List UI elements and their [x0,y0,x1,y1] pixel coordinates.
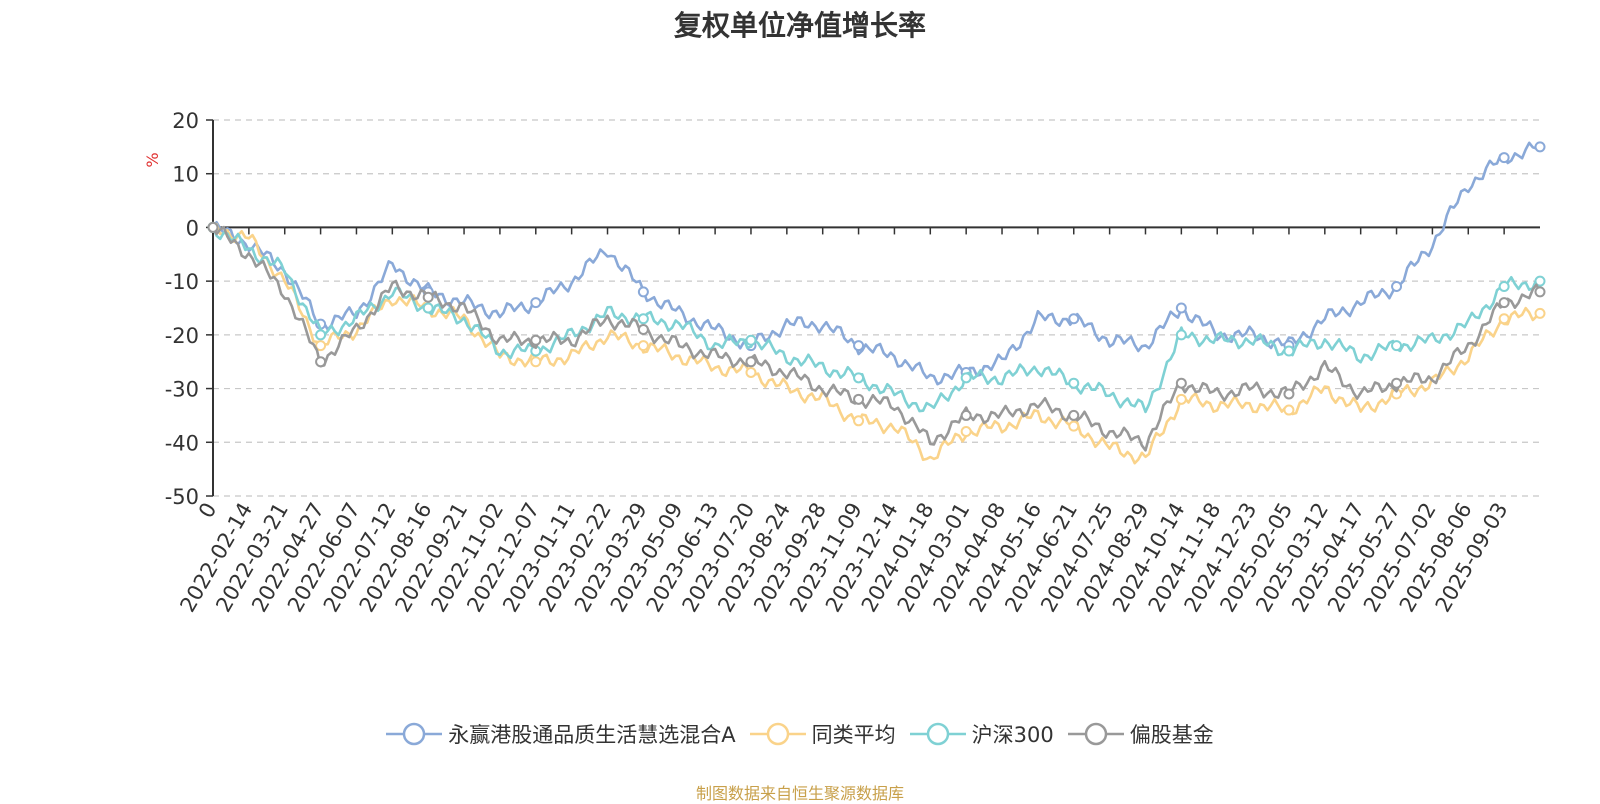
legend-line-circle-icon [1067,722,1124,746]
data-point [1175,329,1187,341]
axis-labels: 20100-10-20-30-40-50%02022-02-142022-03-… [143,109,1512,616]
data-point [1068,313,1080,325]
data-point [530,297,542,309]
y-tick-label: 10 [172,163,199,187]
data-point [1534,286,1546,298]
legend-label: 偏股基金 [1129,723,1214,747]
data-point [853,393,865,405]
data-point [853,415,865,427]
y-tick-label: -30 [165,378,199,402]
series-line [212,223,1541,465]
source-note: 制图数据来自恒生聚源数据库 [695,784,904,803]
data-point [1175,302,1187,314]
data-point [1068,409,1080,421]
data-point [1534,141,1546,153]
data-point [745,356,757,368]
legend: 永赢港股通品质生活慧选混合A 同类平均 沪深300 偏股基金 [0,719,1600,749]
data-point [1283,388,1295,400]
legend-line-circle-icon [909,722,966,746]
data-point [1498,313,1510,325]
y-tick-label: -10 [165,270,199,294]
data-point [1175,377,1187,389]
y-tick-label: 20 [172,109,199,133]
data-point [1391,377,1403,389]
data-point [637,286,649,298]
data-point [745,334,757,346]
y-tick-label: -20 [165,324,199,348]
series-lines [207,141,1546,465]
data-point [207,221,219,233]
data-point [745,366,757,378]
legend-label: 沪深300 [971,723,1054,747]
data-point [1498,152,1510,164]
legend-item[interactable]: 永赢港股通品质生活慧选混合A [386,719,736,749]
data-point [960,426,972,438]
data-point [1068,420,1080,432]
axes [206,119,1540,497]
y-tick-label: -40 [165,431,199,455]
data-point [853,340,865,352]
data-point [315,356,327,368]
series-line [211,225,1542,452]
data-point [1068,377,1080,389]
data-point [853,372,865,384]
data-point [960,372,972,384]
legend-item[interactable]: 同类平均 [749,719,896,749]
legend-label: 同类平均 [811,723,896,747]
data-point [1534,307,1546,319]
data-point [422,302,434,314]
y-tick-label: 0 [186,216,199,240]
legend-line-circle-icon [386,722,443,746]
data-point [637,323,649,335]
y-axis-label: % [143,152,162,167]
series-line [211,226,1541,414]
y-tick-label: -50 [165,485,199,509]
legend-item[interactable]: 偏股基金 [1067,719,1214,749]
data-point [1391,281,1403,293]
data-point [315,329,327,341]
data-point [1175,393,1187,405]
series-line [211,141,1541,386]
data-point [1534,275,1546,287]
legend-label: 永赢港股通品质生活慧选混合A [448,723,736,747]
data-point [422,291,434,303]
data-point [1498,281,1510,293]
data-point [637,313,649,325]
legend-line-circle-icon [749,722,806,746]
data-point [530,356,542,368]
data-point [1498,297,1510,309]
data-point [315,340,327,352]
data-point [530,334,542,346]
data-point [1391,340,1403,352]
grid-lines [213,119,1540,497]
x-tick-label: 0 [194,499,221,523]
data-point [1283,404,1295,416]
data-point [960,409,972,421]
data-point [637,340,649,352]
data-point [1283,345,1295,357]
chart-title: 复权单位净值增长率 [673,9,926,42]
legend-item[interactable]: 沪深300 [909,719,1054,749]
